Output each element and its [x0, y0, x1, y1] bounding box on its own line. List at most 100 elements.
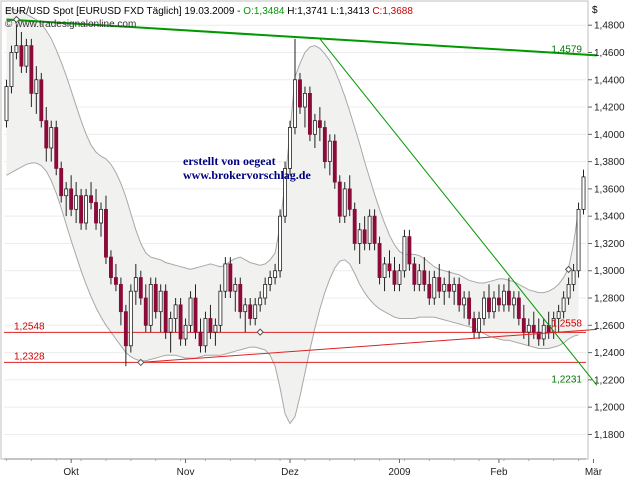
candle-bear — [94, 202, 98, 224]
candle-bear — [143, 297, 148, 326]
candle-bear — [347, 188, 352, 210]
candle-bear — [457, 283, 462, 306]
candle-bull — [526, 324, 531, 333]
candle-bull — [34, 79, 39, 94]
candle-bear — [467, 297, 472, 319]
level-label: 1,2328 — [14, 351, 45, 362]
candle-bull — [148, 283, 153, 326]
candle-bear — [352, 208, 357, 244]
candle-bull — [268, 277, 273, 285]
candle-bear — [104, 208, 108, 258]
candle-bear — [531, 324, 536, 333]
candle-bull — [477, 318, 481, 333]
candle-bear — [89, 195, 93, 203]
candle-bear — [248, 304, 253, 319]
trendline — [319, 38, 598, 386]
candle-bull — [218, 290, 223, 326]
candle-bull — [492, 297, 496, 313]
candle-bull — [64, 188, 69, 197]
candle-bear — [387, 263, 392, 272]
candle-bear — [516, 297, 521, 319]
candle-bull — [74, 195, 79, 210]
y-tick-label: 1,2600 — [594, 321, 625, 332]
price-axis: 1,4800 1,4600 1,4400 1,4200 1,4000 1,3800 1,36… — [588, 21, 625, 441]
candle-bear — [228, 263, 233, 292]
y-tick-label: 1,2000 — [594, 403, 625, 414]
candle-bear — [372, 215, 377, 244]
candle-bear — [322, 127, 327, 162]
candle-bear — [39, 79, 44, 122]
trendline — [140, 328, 597, 363]
y-tick-label: 1,3400 — [594, 212, 625, 223]
low-label: L: — [331, 6, 339, 17]
y-tick-label: 1,4600 — [594, 48, 625, 59]
candle-bull — [442, 283, 447, 292]
candle-bear — [332, 140, 337, 183]
candle-bull — [24, 45, 29, 67]
y-tick-label: 1,4000 — [594, 130, 625, 141]
pivot-marker — [256, 328, 264, 336]
candle-bull — [288, 127, 292, 169]
pivot-markers — [12, 15, 573, 367]
candle-bull — [243, 304, 248, 313]
candle-bear — [437, 277, 442, 292]
interval-text: Täglich] — [147, 6, 182, 17]
x-tick-label: Mär — [585, 467, 603, 478]
close-label: C: — [372, 6, 382, 17]
candle-bear — [19, 45, 24, 67]
x-tick-label: 2009 — [388, 467, 411, 478]
candle-bull — [576, 208, 581, 272]
candle-bear — [447, 283, 452, 292]
candle-bear — [138, 277, 143, 299]
candle-bull — [283, 168, 287, 217]
candle-bull — [367, 215, 372, 244]
candle-bull — [397, 270, 402, 285]
candle-bull — [173, 304, 178, 319]
candles — [4, 25, 586, 367]
candle-bull — [482, 297, 486, 319]
candle-bear — [113, 277, 118, 285]
candle-bear — [487, 297, 491, 313]
date-text: 19.03.2009 — [184, 6, 234, 17]
y-tick-label: 1,3800 — [594, 157, 625, 168]
candle-bull — [99, 208, 103, 224]
candle-bull — [342, 188, 347, 217]
candle-bull — [168, 318, 173, 333]
horizontal-levels: 1,2548 1,2328 — [4, 321, 586, 363]
candle-bull — [263, 283, 268, 299]
candle-bear — [521, 318, 526, 333]
candle-bull — [581, 176, 586, 210]
x-tick-label: Nov — [177, 467, 195, 478]
candle-bull — [312, 120, 317, 135]
candle-bull — [258, 297, 263, 306]
candle-bull — [273, 270, 278, 278]
annotation-author: erstellt von oegeat — [183, 154, 276, 168]
candle-bull — [203, 318, 208, 347]
candle-bear — [208, 318, 213, 333]
candle-bear — [79, 195, 84, 224]
candle-bull — [432, 277, 437, 299]
y-tick-label: 1,4200 — [594, 103, 625, 114]
y-tick-label: 1,4800 — [594, 21, 625, 32]
time-axis: Okt Nov Dez 2009 Feb Mär — [4, 458, 603, 478]
candle-bull — [417, 270, 422, 285]
trendline-label: 1,2231 — [551, 374, 582, 385]
pivot-marker — [137, 358, 145, 367]
candle-bear — [118, 283, 123, 313]
currency-label: $ — [592, 5, 598, 16]
trendline — [6, 18, 598, 57]
level-label: 1,2548 — [14, 321, 45, 332]
candle-bull — [223, 263, 228, 292]
candle-bear — [422, 270, 427, 285]
candle-bull — [253, 304, 258, 319]
candle-bull — [501, 290, 506, 306]
candle-bull — [303, 93, 307, 108]
candle-bear — [412, 263, 417, 285]
x-tick-label: Okt — [63, 467, 79, 478]
candle-bear — [362, 229, 367, 244]
candle-bull — [402, 236, 407, 272]
y-tick-label: 1,1800 — [594, 430, 625, 441]
candle-bear — [109, 256, 113, 278]
